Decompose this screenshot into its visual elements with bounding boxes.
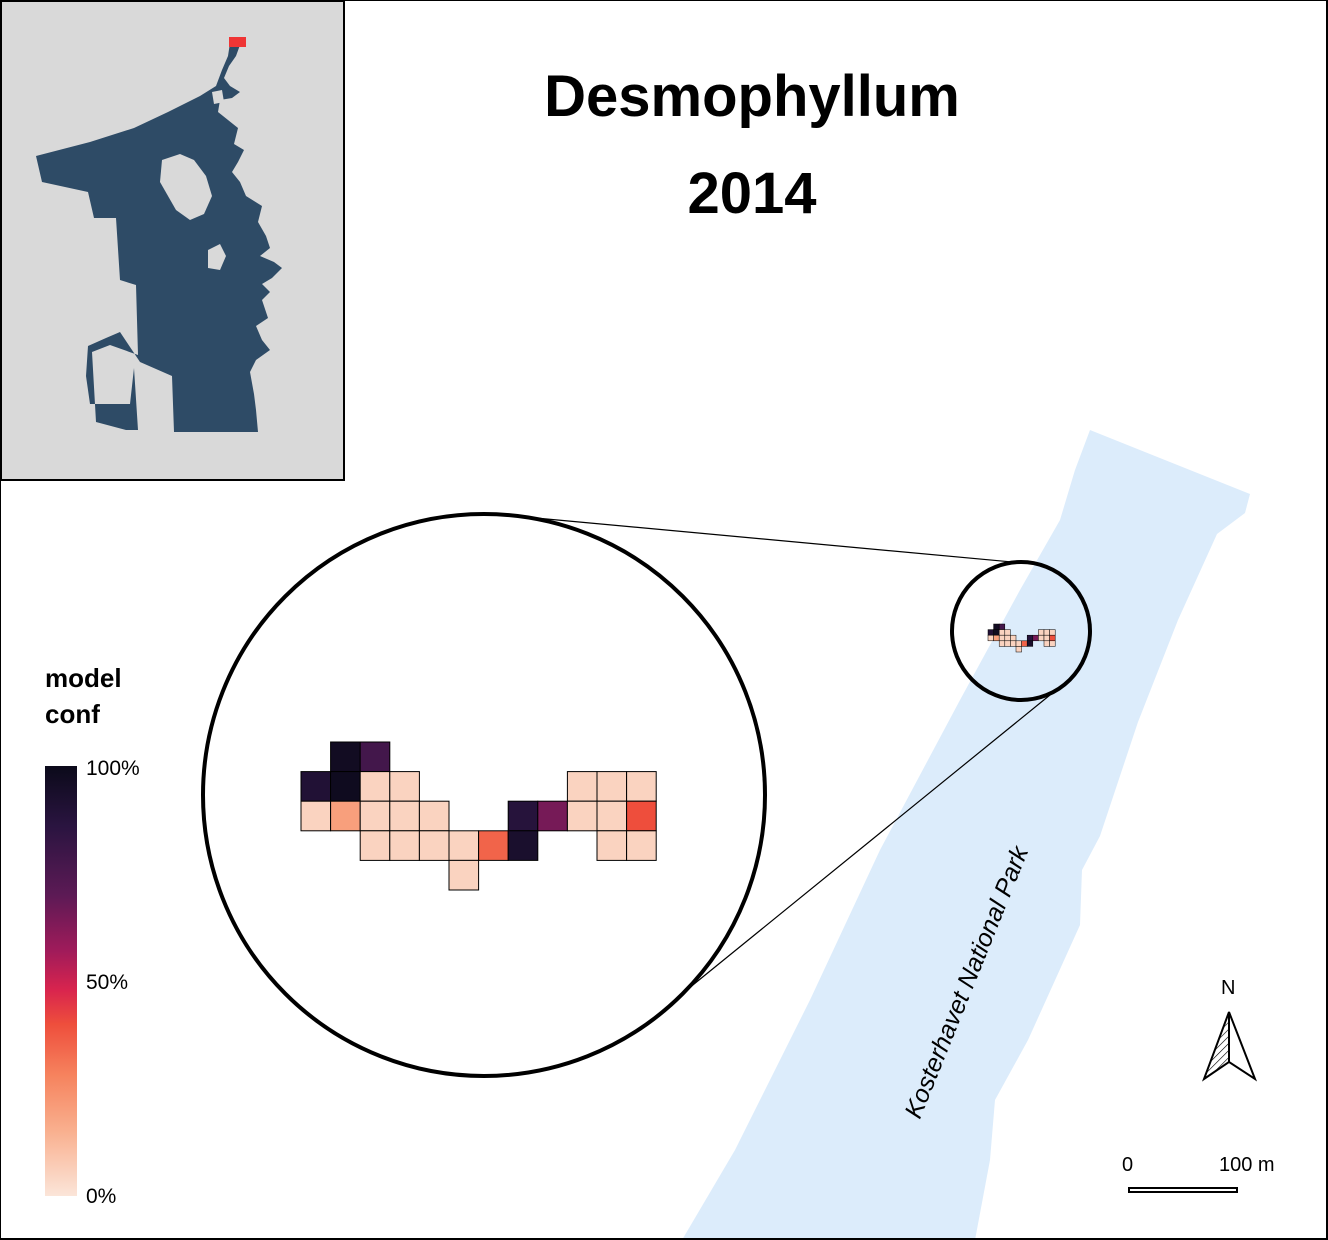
grid-cell (389, 771, 420, 802)
zoom-connector-top (524, 516, 1024, 564)
grid-cell (596, 771, 628, 802)
inlet-shape (212, 90, 224, 104)
grid-cell (596, 830, 628, 861)
national-park-area (682, 430, 1250, 1240)
grid-cell (418, 800, 450, 832)
grid-cell (359, 800, 391, 832)
mini-grid (987, 623, 1056, 653)
grid-cell (1026, 640, 1034, 647)
island-shape (160, 154, 212, 220)
grid-cell (359, 771, 391, 802)
map-subtitle-year: 2014 (687, 161, 817, 226)
grid-cell (566, 771, 598, 802)
north-arrow-icon (1201, 1011, 1258, 1082)
grid-cell (330, 800, 361, 832)
grid-cell (1015, 646, 1022, 653)
zoom-connector-bottom (682, 694, 1051, 994)
grid-cell (626, 771, 657, 802)
grid-cell (507, 830, 539, 861)
grid-cell (448, 859, 480, 891)
grid-cell (478, 830, 509, 861)
grid-cell (330, 741, 361, 773)
scale-bar-start-label: 0 (1122, 1154, 1134, 1176)
inset-highlight-box (229, 37, 246, 47)
legend-title-line2: conf (45, 699, 100, 729)
grid-cell (300, 771, 332, 802)
grid-cell (359, 830, 391, 861)
grid-cell (418, 830, 450, 861)
legend-tick-max: 100% (86, 757, 140, 780)
grid-cell (537, 800, 568, 832)
zoom-circle (201, 512, 767, 1078)
map-title: Desmophyllum (544, 64, 960, 129)
zoom-grid (300, 741, 657, 891)
scale-bar-end-label: 100 m (1219, 1154, 1275, 1176)
legend-title-line1: model (45, 663, 122, 693)
grid-cell (566, 800, 598, 832)
legend-title: model conf (45, 660, 122, 732)
scale-bar (1128, 1187, 1238, 1193)
locator-circle (950, 560, 1092, 702)
grid-cell (507, 800, 539, 832)
legend-tick-mid: 50% (86, 971, 129, 994)
grid-cell (626, 800, 657, 832)
island-shape-small (208, 244, 226, 270)
inset-map (0, 0, 345, 481)
grid-cell (448, 830, 480, 861)
land-area (36, 43, 282, 432)
north-label: N (1221, 977, 1236, 999)
grid-cell (1049, 640, 1056, 647)
grid-cell (359, 741, 391, 773)
grid-cell (626, 830, 657, 861)
legend-color-ramp (45, 766, 77, 1196)
legend-tick-min: 0% (86, 1185, 117, 1208)
